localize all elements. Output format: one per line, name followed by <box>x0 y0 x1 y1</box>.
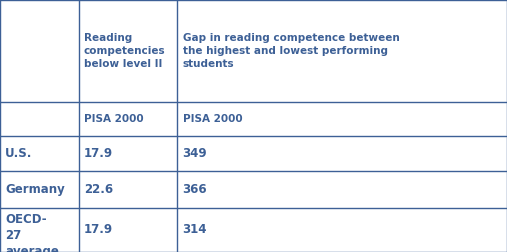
Text: 22.6: 22.6 <box>84 183 113 196</box>
Text: U.S.: U.S. <box>5 147 32 160</box>
Text: 349: 349 <box>183 147 207 160</box>
Text: OECD-
27
average: OECD- 27 average <box>5 213 59 252</box>
Text: PISA 2000: PISA 2000 <box>183 114 242 124</box>
Text: 366: 366 <box>183 183 207 196</box>
Text: Germany: Germany <box>5 183 65 196</box>
Text: PISA 2000: PISA 2000 <box>84 114 143 124</box>
Text: 17.9: 17.9 <box>84 224 113 236</box>
Text: 17.9: 17.9 <box>84 147 113 160</box>
Text: Gap in reading competence between
the highest and lowest performing
students: Gap in reading competence between the hi… <box>183 33 400 69</box>
Text: 314: 314 <box>183 224 207 236</box>
Text: Reading
competencies
below level II: Reading competencies below level II <box>84 33 165 69</box>
